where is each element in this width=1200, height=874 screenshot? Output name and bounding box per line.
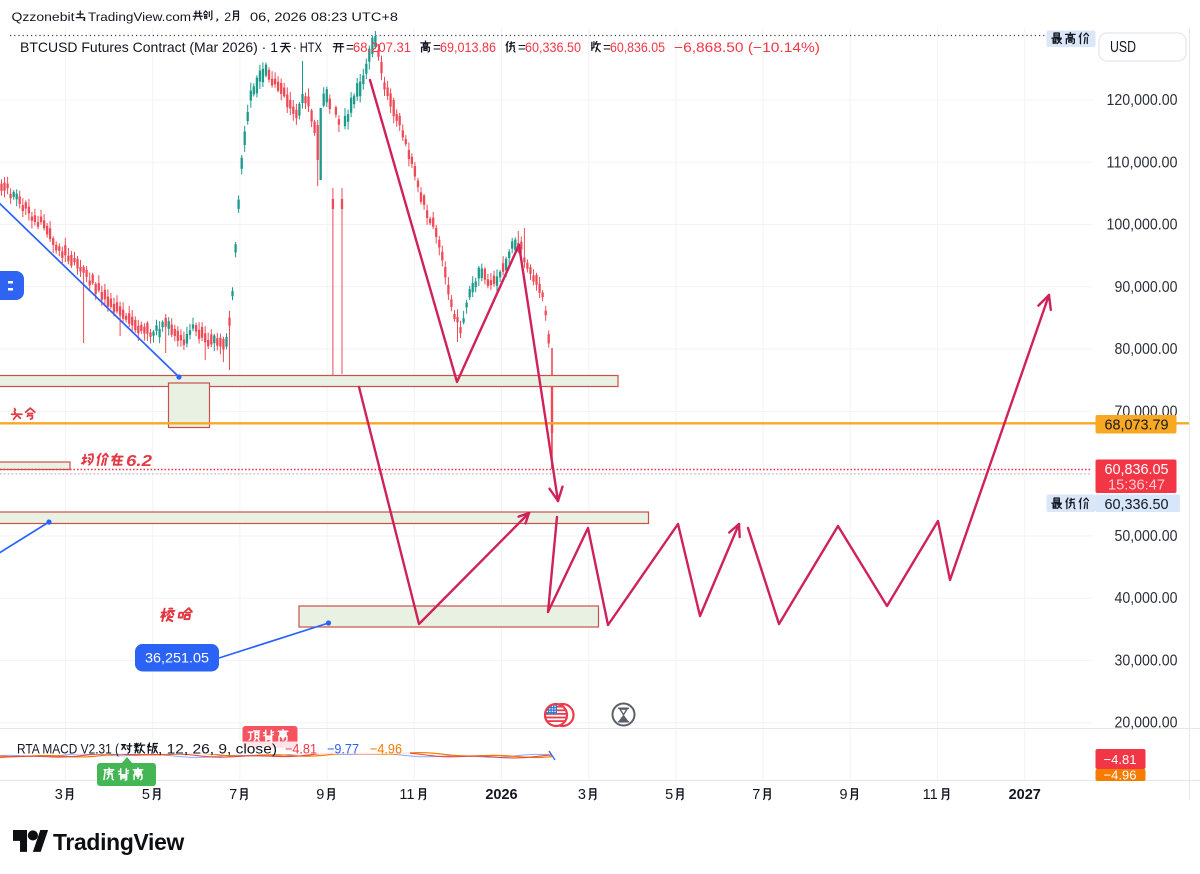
svg-text:6.2: 6.2 xyxy=(126,453,152,470)
svg-text:2026: 2026 xyxy=(485,787,517,803)
svg-text:7: 7 xyxy=(752,787,760,803)
svg-text:−6,868.50 (−10.14%): −6,868.50 (−10.14%) xyxy=(674,40,820,55)
svg-text:Qzzonebit: Qzzonebit xyxy=(12,10,76,24)
svg-text:=: = xyxy=(603,40,611,55)
svg-text:60,836.05: 60,836.05 xyxy=(1105,462,1169,478)
svg-text:−9.77: −9.77 xyxy=(327,741,359,757)
svg-text:5: 5 xyxy=(142,787,150,803)
svg-text:3: 3 xyxy=(578,787,586,803)
svg-text:80,000.00: 80,000.00 xyxy=(1115,341,1178,358)
svg-text:TradingView.com: TradingView.com xyxy=(88,10,191,24)
svg-text:120,000.00: 120,000.00 xyxy=(1107,92,1178,109)
svg-text:100,000.00: 100,000.00 xyxy=(1107,217,1178,234)
svg-text:−4.81: −4.81 xyxy=(1104,752,1137,767)
svg-text:=: = xyxy=(433,40,441,55)
svg-text:68,207.31: 68,207.31 xyxy=(353,40,411,55)
svg-text:−4.81: −4.81 xyxy=(285,741,317,757)
svg-text:69,013.86: 69,013.86 xyxy=(440,40,496,55)
svg-text:BTCUSD Futures Contract (Mar 2: BTCUSD Futures Contract (Mar 2026) · 1 xyxy=(20,39,278,55)
svg-text:68,073.79: 68,073.79 xyxy=(1105,418,1169,434)
svg-text:110,000.00: 110,000.00 xyxy=(1107,154,1178,171)
svg-text:, 12, 26, 9, close): , 12, 26, 9, close) xyxy=(158,741,277,757)
svg-text:9: 9 xyxy=(316,787,324,803)
svg-text:5: 5 xyxy=(665,787,673,803)
svg-text:−4.96: −4.96 xyxy=(370,741,402,757)
svg-text:60,836.05: 60,836.05 xyxy=(610,40,665,55)
svg-text:50,000.00: 50,000.00 xyxy=(1115,528,1178,545)
svg-text:9: 9 xyxy=(840,787,848,803)
svg-text:11: 11 xyxy=(399,787,414,803)
svg-text:11: 11 xyxy=(923,787,938,803)
svg-text:TradingView: TradingView xyxy=(53,829,185,855)
svg-text:20,000.00: 20,000.00 xyxy=(1115,715,1178,732)
svg-text:40,000.00: 40,000.00 xyxy=(1115,590,1178,607)
svg-text:=: = xyxy=(346,40,354,55)
svg-text:36,251.05: 36,251.05 xyxy=(145,650,209,666)
svg-text:90,000.00: 90,000.00 xyxy=(1115,279,1178,296)
svg-text:=: = xyxy=(518,40,526,55)
svg-text:06, 2026 08:23 UTC+8: 06, 2026 08:23 UTC+8 xyxy=(250,10,398,24)
svg-text:3: 3 xyxy=(55,787,63,803)
svg-text:· HTX: · HTX xyxy=(293,39,323,55)
svg-text:15:36:47: 15:36:47 xyxy=(1108,478,1165,494)
svg-text:60,336.50: 60,336.50 xyxy=(1105,497,1169,513)
svg-text:30,000.00: 30,000.00 xyxy=(1115,652,1178,669)
svg-text:USD: USD xyxy=(1110,39,1136,56)
svg-text:RTA MACD V2.31 (: RTA MACD V2.31 ( xyxy=(17,741,119,757)
svg-text:2027: 2027 xyxy=(1009,787,1041,803)
svg-text:7: 7 xyxy=(229,787,237,803)
svg-text:2: 2 xyxy=(224,10,231,24)
svg-text:60,336.50: 60,336.50 xyxy=(525,40,581,55)
svg-text:−4.96: −4.96 xyxy=(1104,768,1137,783)
